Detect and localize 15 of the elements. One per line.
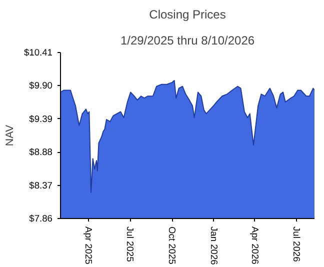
x-tick-label: Apr 2026 <box>250 226 260 264</box>
x-tick-label: Jul 2026 <box>291 226 302 262</box>
chart-title: Closing Prices <box>149 8 226 22</box>
y-tick-label: $10.41 <box>24 48 52 58</box>
y-tick-label: $8.88 <box>29 147 52 158</box>
x-tick-label: Oct 2025 <box>167 226 178 264</box>
y-tick-label: $9.39 <box>29 114 52 124</box>
x-tick-label: Jan 2026 <box>208 226 219 265</box>
y-tick-label: $7.86 <box>29 214 52 224</box>
x-tick-label: Apr 2025 <box>84 226 94 264</box>
y-axis-title: NAV <box>4 124 16 146</box>
x-tick-label: Jul 2025 <box>125 226 136 262</box>
y-tick-label: $9.90 <box>29 80 52 91</box>
y-tick-label: $8.37 <box>29 180 52 190</box>
chart-subtitle: 1/29/2025 thru 8/10/2026 <box>120 34 255 48</box>
